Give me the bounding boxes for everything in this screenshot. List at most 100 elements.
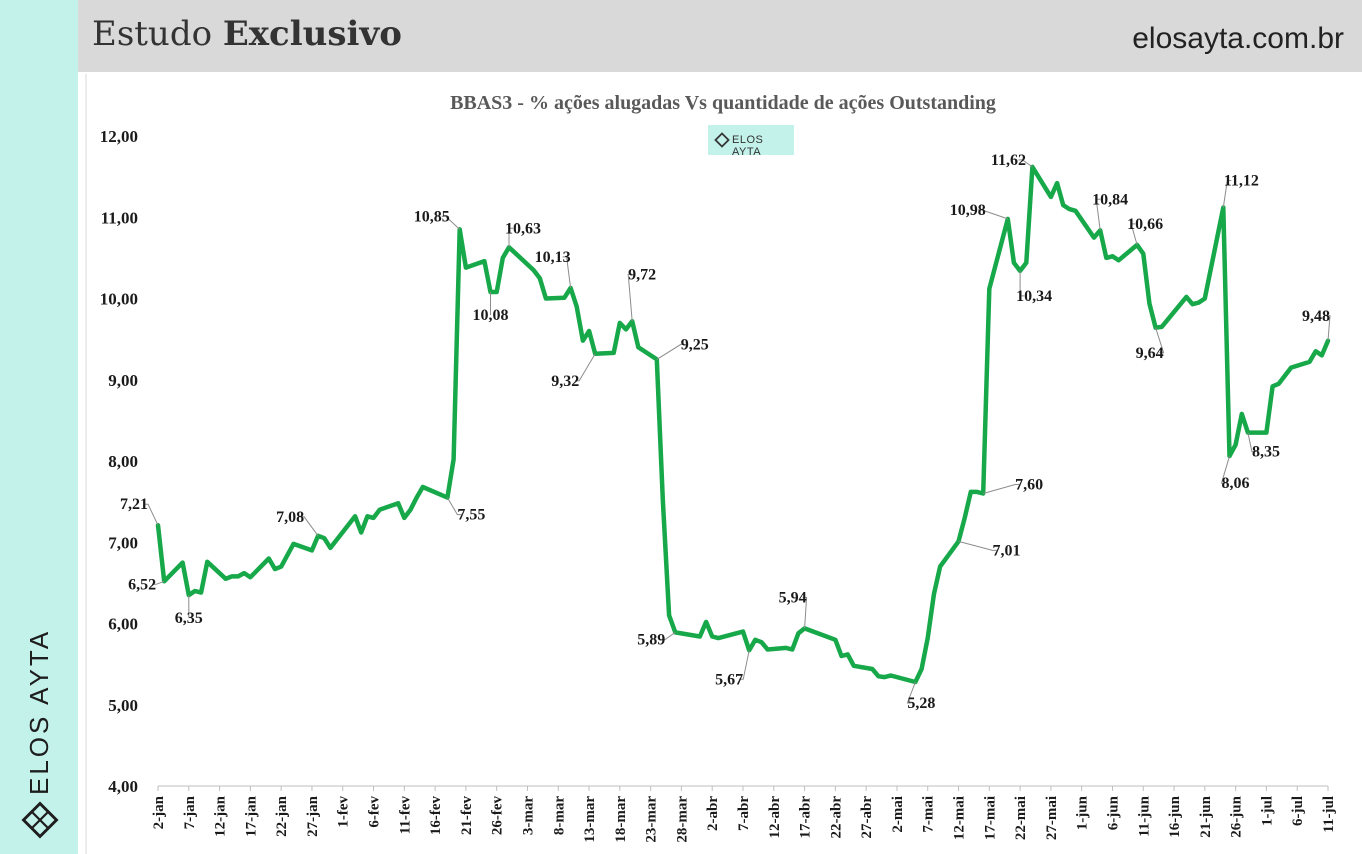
data-label: 10,63 [505, 220, 541, 237]
x-tick-label: 6-jul [1290, 796, 1306, 826]
elos-ayta-badge-icon [714, 132, 730, 148]
y-tick-label: 10,00 [100, 290, 138, 309]
title-bold: Exclusivo [222, 14, 402, 54]
data-label-leader [977, 209, 1008, 220]
data-label: 5,89 [637, 631, 665, 648]
data-label-leader [144, 503, 159, 526]
x-tick-label: 11-jul [1321, 796, 1337, 833]
x-tick-label: 16-jun [1167, 795, 1183, 837]
data-label-leader [562, 256, 572, 288]
data-label: 7,01 [993, 542, 1021, 559]
y-tick-label: 6,00 [108, 615, 138, 634]
y-tick-label: 8,00 [108, 452, 138, 471]
x-tick-label: 26-jun [1229, 795, 1245, 837]
data-label-leader [1095, 198, 1101, 231]
x-tick-label: 12-mai [952, 796, 968, 840]
data-label-leader [802, 596, 808, 629]
y-tick-label: 12,00 [100, 127, 138, 146]
data-label: 9,32 [551, 373, 579, 390]
data-label: 7,60 [1015, 477, 1043, 494]
sidebar: ELOS AYTA [0, 0, 78, 854]
x-tick-label: 12-abr [767, 796, 783, 839]
data-label-leader [739, 650, 750, 680]
data-label: 5,28 [907, 695, 935, 712]
data-label: 9,72 [628, 266, 656, 283]
x-tick-label: 2-mai [890, 796, 906, 833]
x-tick-label: 17-abr [798, 796, 814, 839]
data-label-leader [661, 631, 676, 640]
x-tick-label: 26-fev [490, 796, 506, 836]
x-tick-label: 16-fev [428, 796, 444, 836]
data-label: 7,08 [276, 509, 304, 526]
brand-badge: ELOS AYTA [708, 125, 794, 158]
data-label: 7,55 [457, 507, 485, 524]
data-label-leader [446, 497, 462, 516]
x-tick-label: 27-mai [1044, 796, 1060, 840]
data-label-leader [152, 580, 165, 585]
data-label: 9,25 [681, 336, 709, 353]
site-url: elosayta.com.br [1132, 22, 1344, 55]
x-tick-label: 8-mar [551, 796, 567, 835]
x-tick-label: 7-abr [736, 796, 752, 831]
x-tick-label: 21-jun [1198, 795, 1214, 837]
y-tick-label: 11,00 [101, 208, 138, 227]
x-tick-label: 7-mai [921, 796, 937, 833]
x-tick-label: 7-jan [182, 795, 198, 829]
data-label: 10,84 [1092, 191, 1128, 208]
x-tick-label: 17-jan [243, 795, 259, 836]
badge-text: ELOS AYTA [732, 134, 764, 158]
data-label-leader [1130, 223, 1138, 246]
data-label-leader [1222, 180, 1232, 208]
data-label: 10,13 [535, 249, 571, 266]
x-tick-label: 11-jun [1136, 795, 1152, 837]
data-label: 10,08 [473, 307, 509, 324]
data-label: 10,66 [1127, 216, 1163, 233]
x-tick-label: 12-jan [213, 795, 229, 836]
x-tick-label: 1-jun [1075, 795, 1091, 830]
elos-ayta-logo-icon [21, 801, 59, 839]
data-label-leader [1247, 432, 1256, 453]
data-label: 10,98 [950, 202, 986, 219]
data-label-leader [958, 540, 997, 551]
sidebar-brand-text: ELOS AYTA [24, 628, 54, 795]
data-label-leader [1155, 327, 1165, 354]
x-tick-label: 23-mar [644, 796, 660, 843]
data-label: 9,64 [1136, 345, 1164, 362]
data-label: 11,12 [1224, 173, 1259, 190]
title-regular: Estudo [92, 14, 213, 54]
x-tick-label: 28-mar [674, 796, 690, 843]
chart-area: BBAS3 - % ações alugadas Vs quantidade d… [84, 74, 1362, 854]
x-tick-label: 21-fev [459, 796, 475, 836]
data-label-leader [1220, 455, 1230, 484]
data-label-leader [656, 343, 685, 360]
data-label: 6,35 [175, 610, 203, 627]
page-title: Estudo Exclusivo [92, 14, 402, 54]
data-label-leader [1326, 315, 1331, 341]
data-label-leader [1018, 159, 1033, 168]
x-tick-label: 1-fev [336, 796, 352, 828]
x-tick-label: 13-mar [582, 796, 598, 843]
x-tick-label: 27-jan [305, 795, 321, 836]
x-tick-label: 1-jul [1259, 796, 1275, 826]
data-label-leader [627, 273, 633, 322]
x-tick-label: 22-jan [274, 795, 290, 836]
data-label: 8,35 [1252, 444, 1280, 461]
x-tick-label: 27-abr [859, 796, 875, 839]
y-tick-label: 5,00 [108, 696, 138, 715]
y-tick-label: 9,00 [108, 371, 138, 390]
data-label-leader [575, 353, 596, 382]
data-label: 6,52 [128, 576, 156, 593]
x-tick-label: 22-abr [828, 796, 844, 839]
data-label-leader [906, 681, 916, 704]
chart-svg: BBAS3 - % ações alugadas Vs quantidade d… [85, 74, 1337, 854]
series-line [155, 164, 1331, 685]
data-label-leader [1019, 270, 1025, 297]
x-tick-label: 17-mai [982, 796, 998, 840]
data-label: 11,62 [991, 152, 1026, 169]
header: Estudo Exclusivo elosayta.com.br [78, 0, 1362, 72]
x-tick-label: 6-jun [1105, 795, 1121, 830]
y-tick-label: 4,00 [108, 777, 138, 796]
data-label-leader [300, 516, 319, 537]
chart-title: BBAS3 - % ações alugadas Vs quantidade d… [450, 92, 996, 114]
x-tick-label: 6-fev [367, 796, 383, 828]
